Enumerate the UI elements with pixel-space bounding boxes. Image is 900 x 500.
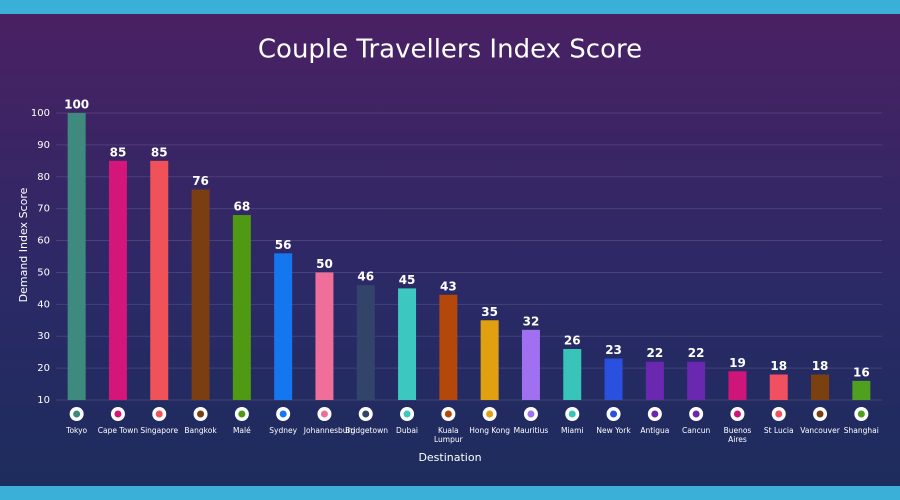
bar — [315, 272, 334, 400]
x-tick-label: Kuala Lumpur — [433, 426, 463, 444]
x-tick-label: Hong Kong — [469, 426, 511, 435]
x-tick-label: Johannesburg — [303, 426, 356, 435]
x-tick-label: Mauritius — [513, 426, 549, 435]
flag-emblem — [444, 410, 452, 418]
value-label: 22 — [688, 346, 705, 360]
x-tick-label: Singapore — [140, 426, 179, 435]
x-tick-label: Dubai — [396, 426, 419, 435]
bar — [521, 329, 540, 400]
x-tick-label: Malé — [232, 426, 251, 435]
bar — [687, 361, 706, 400]
x-tick-label: Bridgetown — [345, 426, 388, 435]
value-label: 32 — [523, 314, 540, 328]
bar — [150, 160, 169, 400]
y-tick-label: 20 — [37, 363, 50, 374]
x-tick-label: Miami — [560, 426, 584, 435]
flag-emblem — [197, 410, 205, 418]
bar — [480, 320, 499, 400]
flag-emblem — [486, 410, 494, 418]
bar — [852, 380, 871, 400]
x-tick-label: Vancouver — [800, 426, 840, 435]
chart-title: Couple Travellers Index Score — [258, 35, 642, 65]
value-label: 16 — [853, 365, 870, 379]
bar — [232, 215, 251, 400]
y-axis-label: Demand Index Score — [17, 187, 30, 302]
value-label: 50 — [316, 257, 333, 271]
bar — [728, 371, 747, 400]
x-tick-label: Buenos Aires — [723, 426, 752, 444]
x-tick-label: New York — [596, 426, 631, 435]
bar — [439, 294, 458, 400]
flag-emblem — [527, 410, 535, 418]
x-tick-label: Cancun — [682, 426, 711, 435]
flag-emblem — [733, 410, 741, 418]
flag-emblem — [568, 410, 576, 418]
y-tick-label: 60 — [37, 236, 50, 247]
flag-emblem — [114, 410, 122, 418]
flag-emblem — [362, 410, 370, 418]
x-tick-label: Antigua — [640, 426, 670, 435]
flag-emblem — [816, 410, 824, 418]
value-label: 85 — [110, 145, 127, 159]
value-label: 18 — [812, 359, 829, 373]
y-tick-label: 10 — [37, 395, 50, 406]
bar — [604, 358, 623, 400]
value-label: 23 — [605, 343, 622, 357]
y-tick-label: 50 — [37, 267, 50, 278]
bar — [563, 348, 582, 400]
flag-emblem — [320, 410, 328, 418]
y-tick-label: 90 — [37, 140, 50, 151]
y-tick-label: 40 — [37, 299, 50, 310]
bar — [67, 113, 86, 400]
y-tick-label: 70 — [37, 204, 50, 215]
x-tick-label: Sydney — [269, 426, 298, 435]
value-label: 56 — [275, 238, 292, 252]
flag-emblem — [73, 410, 81, 418]
value-label: 100 — [64, 98, 89, 112]
x-axis-label: Destination — [418, 451, 481, 464]
flag-emblem — [238, 410, 246, 418]
value-label: 76 — [192, 174, 209, 188]
value-label: 18 — [770, 359, 787, 373]
x-tick-label: Cape Town — [97, 426, 139, 435]
value-label: 46 — [357, 270, 374, 284]
bottom-border — [0, 486, 900, 500]
x-tick-label: St Lucia — [763, 426, 794, 435]
y-tick-label: 80 — [37, 172, 50, 183]
flag-emblem — [403, 410, 411, 418]
flag-emblem — [775, 410, 783, 418]
bar — [811, 374, 830, 400]
x-tick-label: Bangkok — [184, 426, 217, 435]
y-tick-label: 100 — [31, 108, 50, 119]
value-label: 85 — [151, 145, 168, 159]
flag-emblem — [857, 410, 865, 418]
x-tick-label: Tokyo — [66, 426, 88, 435]
bar — [108, 160, 127, 400]
value-label: 26 — [564, 333, 581, 347]
bar — [398, 288, 417, 400]
bar — [769, 374, 788, 400]
bar — [645, 361, 664, 400]
value-label: 68 — [233, 200, 250, 214]
bar — [356, 285, 375, 400]
y-tick-label: 30 — [37, 331, 50, 342]
bar — [274, 253, 293, 400]
value-label: 19 — [729, 356, 746, 370]
flag-emblem — [651, 410, 659, 418]
top-border — [0, 0, 900, 14]
value-label: 35 — [481, 305, 498, 319]
flag-emblem — [610, 410, 618, 418]
value-label: 22 — [646, 346, 663, 360]
value-label: 43 — [440, 279, 457, 293]
flag-emblem — [692, 410, 700, 418]
flag-emblem — [155, 410, 163, 418]
x-tick-label: Shanghai — [843, 426, 879, 435]
value-label: 45 — [399, 273, 416, 287]
flag-emblem — [279, 410, 287, 418]
bar — [191, 189, 210, 400]
